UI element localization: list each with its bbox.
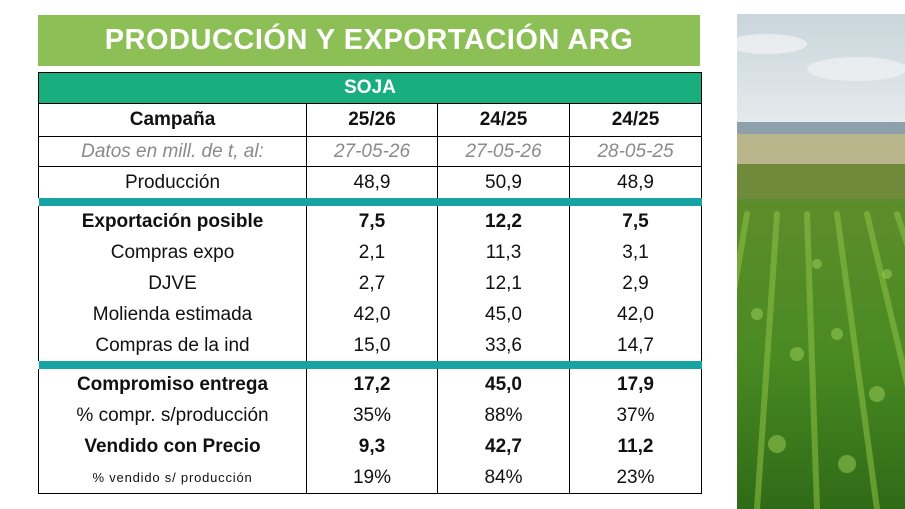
date-cell: 27-05-26: [437, 136, 570, 167]
table-cell: 42,0: [306, 299, 438, 330]
table-cell: 33,6: [437, 330, 570, 361]
table-cell: 88%: [437, 400, 570, 431]
table-cell: 7,5: [569, 206, 702, 237]
table-row: Compromiso entrega 17,2 45,0 17,9: [38, 369, 702, 400]
date-row: Datos en mill. de t, al: 27-05-26 27-05-…: [38, 136, 702, 167]
row-label: % compr. s/producción: [38, 400, 307, 431]
table-cell: 15,0: [306, 330, 438, 361]
table-cell: 84%: [437, 462, 570, 494]
row-label: Molienda estimada: [38, 299, 307, 330]
table-cell: 2,1: [306, 237, 438, 268]
table-cell: 12,2: [437, 206, 570, 237]
table-cell: 48,9: [306, 166, 438, 198]
separator-row: [38, 198, 702, 206]
table-row: % vendido s/ producción 19% 84% 23%: [38, 462, 702, 494]
table-cell: 17,9: [569, 369, 702, 400]
table-cell: 7,5: [306, 206, 438, 237]
page-title: PRODUCCIÓN Y EXPORTACIÓN ARG: [38, 15, 700, 66]
section-header-row: SOJA: [38, 72, 702, 104]
row-label: Producción: [38, 166, 307, 198]
row-label: Compromiso entrega: [38, 369, 307, 400]
table-cell: 50,9: [437, 166, 570, 198]
section-title: SOJA: [38, 72, 702, 104]
table-cell: 3,1: [569, 237, 702, 268]
table-cell: 14,7: [569, 330, 702, 361]
table-row: Vendido con Precio 9,3 42,7 11,2: [38, 431, 702, 462]
table-row: % compr. s/producción 35% 88% 37%: [38, 400, 702, 431]
table-cell: 11,2: [569, 431, 702, 462]
table-row: Molienda estimada 42,0 45,0 42,0: [38, 299, 702, 330]
table-cell: 45,0: [437, 369, 570, 400]
header-row: Campaña 25/26 24/25 24/25: [38, 103, 702, 137]
row-label: Compras expo: [38, 237, 307, 268]
row-label: Compras de la ind: [38, 330, 307, 361]
date-cell: 28-05-25: [569, 136, 702, 167]
separator-row: [38, 361, 702, 369]
row-label: % vendido s/ producción: [38, 462, 307, 494]
table-cell: 23%: [569, 462, 702, 494]
row-label: Exportación posible: [38, 206, 307, 237]
row-label: Vendido con Precio: [38, 431, 307, 462]
date-cell: 27-05-26: [306, 136, 438, 167]
table-row: Producción 48,9 50,9 48,9: [38, 166, 702, 198]
row-label: DJVE: [38, 268, 307, 299]
date-label: Datos en mill. de t, al:: [38, 136, 307, 167]
table-row: DJVE 2,7 12,1 2,9: [38, 268, 702, 299]
table-cell: 37%: [569, 400, 702, 431]
table-cell: 2,9: [569, 268, 702, 299]
table-cell: 12,1: [437, 268, 570, 299]
table-row: Exportación posible 7,5 12,2 7,5: [38, 206, 702, 237]
table-cell: 11,3: [437, 237, 570, 268]
table-cell: 48,9: [569, 166, 702, 198]
header-cell: 24/25: [437, 103, 570, 137]
table-cell: 45,0: [437, 299, 570, 330]
header-cell: Campaña: [38, 103, 307, 137]
table-cell: 9,3: [306, 431, 438, 462]
table-cell: 19%: [306, 462, 438, 494]
table-cell: 42,7: [437, 431, 570, 462]
table-cell: 2,7: [306, 268, 438, 299]
table-row: Compras de la ind 15,0 33,6 14,7: [38, 330, 702, 361]
table-cell: 42,0: [569, 299, 702, 330]
table-cell: 35%: [306, 400, 438, 431]
soybean-field-photo: [737, 14, 905, 509]
table-row: Compras expo 2,1 11,3 3,1: [38, 237, 702, 268]
table-cell: 17,2: [306, 369, 438, 400]
soja-table: SOJA Campaña 25/26 24/25 24/25 Datos en …: [38, 72, 702, 494]
header-cell: 24/25: [569, 103, 702, 137]
header-cell: 25/26: [306, 103, 438, 137]
